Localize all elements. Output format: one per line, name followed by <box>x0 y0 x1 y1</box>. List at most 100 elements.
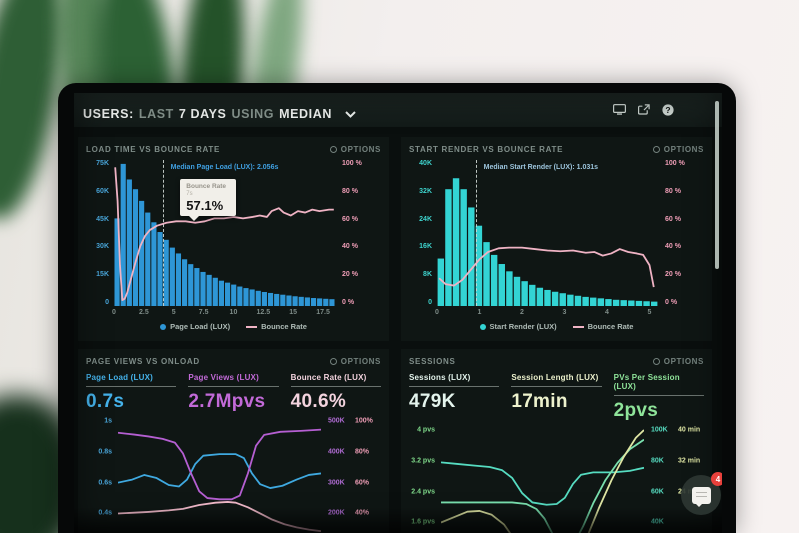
metric-row: Page Load (LUX) 0.7s Page Views (LUX) 2.7Mp… <box>86 373 381 413</box>
metric-block: PVs Per Session (LUX) 2pvs <box>613 373 704 422</box>
axis-tick: 1.6 pvs <box>411 518 435 526</box>
gear-icon <box>329 357 337 365</box>
y-axis-left: 75K 60K 45K 30K 15K 0 <box>86 160 114 306</box>
axis-tick: 10 <box>229 309 238 316</box>
axis-tick: 0.8s <box>98 448 112 456</box>
legend-dot-swatch <box>160 323 167 330</box>
axis-tick: 17.5 <box>316 309 330 316</box>
axis-tick: 60% <box>355 479 370 487</box>
axis-tick: 2 <box>520 309 524 316</box>
axis-tick: 4 pvs <box>417 426 435 434</box>
title-segment: MEDIAN <box>279 107 332 121</box>
metric-value: 0.7s <box>86 391 125 412</box>
axis-tick: 500K <box>328 417 345 425</box>
legend-line-swatch <box>572 325 584 328</box>
legend-item[interactable]: Start Render (LUX) <box>479 322 557 331</box>
plot-area <box>118 417 321 533</box>
gear-icon <box>652 145 660 153</box>
x-axis: 0 2.5 5 7.5 10 12.5 15 17.5 <box>112 306 335 319</box>
plot-area: Median Page Load (LUX): 2.056s Bounce Rat… <box>114 160 335 306</box>
axis-tick: 24K <box>419 215 432 223</box>
axis-tick: 40 % <box>342 243 358 251</box>
metric-label: Session Length (LUX) <box>511 373 599 382</box>
axis-tick: 75K <box>96 160 109 167</box>
title-segment: 7 DAYS <box>178 107 227 121</box>
help-icon[interactable]: ? <box>662 104 674 116</box>
axis-tick: 3.2 pvs <box>411 457 435 465</box>
metric-label: Page Load (LUX) <box>86 373 154 382</box>
axis-tick-pair: 80K 32 min <box>651 457 700 464</box>
axis-tick: 40K <box>419 160 432 167</box>
options-button[interactable]: OPTIONS <box>652 356 704 366</box>
axis-tick: 5 <box>647 309 652 316</box>
axis-tick: 40 % <box>665 243 681 251</box>
share-icon[interactable] <box>638 104 650 116</box>
axis-tick: 40K <box>651 518 664 526</box>
dashboard-grid: LOAD TIME VS BOUNCE RATE OPTIONS 75K 60K 4… <box>78 137 712 533</box>
gear-icon <box>652 357 660 365</box>
median-annotation: Median Page Load (LUX): 2.056s <box>170 164 279 171</box>
dashboard-screen: USERS: LAST 7 DAYS USING MEDIAN ? <box>74 93 722 533</box>
y-axis-left: 40K 32K 24K 16K 8K 0 <box>409 160 437 306</box>
axis-tick: 5 <box>171 309 176 316</box>
time-range-dropdown[interactable]: USERS: LAST 7 DAYS USING MEDIAN <box>83 105 356 123</box>
metric-block: Page Views (LUX) 2.7Mpvs <box>188 373 279 413</box>
options-button[interactable]: OPTIONS <box>329 144 381 154</box>
panel-title: LOAD TIME VS BOUNCE RATE <box>86 144 220 154</box>
panel-title: PAGE VIEWS VS ONLOAD <box>86 356 200 366</box>
metric-row: Sessions (LUX) 479K Session Length (LUX) 17… <box>409 373 704 422</box>
axis-tick: 60K <box>96 187 109 195</box>
axis-tick: 100 % <box>342 160 362 167</box>
y-axis-right: 500K 100% 400K 80% 300K 60% 200K 40% <box>321 417 381 533</box>
axis-tick: 80 % <box>342 187 358 195</box>
axis-tick: 0.6s <box>98 479 112 487</box>
metric-value: 2pvs <box>613 400 659 421</box>
metric-underline <box>188 386 279 387</box>
chevron-down-icon[interactable] <box>345 110 356 118</box>
y-axis-left: 4 pvs 3.2 pvs 2.4 pvs 1.6 pvs <box>409 426 441 533</box>
laptop: USERS: LAST 7 DAYS USING MEDIAN ? <box>58 83 736 533</box>
plot-area <box>441 426 644 533</box>
panel-title: START RENDER VS BOUNCE RATE <box>409 144 564 154</box>
median-marker-line <box>475 160 477 306</box>
start-render-chart: 40K 32K 24K 16K 8K 0 Median Start Render (LUX)… <box>409 160 704 334</box>
axis-tick: 80 % <box>665 187 681 195</box>
axis-tick: 40 min <box>678 426 701 434</box>
dashboard-title: USERS: LAST 7 DAYS USING MEDIAN <box>83 105 337 123</box>
metric-underline <box>511 386 602 387</box>
options-label: OPTIONS <box>340 144 381 154</box>
axis-tick: 60K <box>651 488 664 496</box>
legend-item[interactable]: Bounce Rate <box>246 322 307 331</box>
options-label: OPTIONS <box>663 356 704 366</box>
axis-tick: 2.5 <box>138 309 149 316</box>
legend-item[interactable]: Page Load (LUX) <box>160 322 230 331</box>
page-scrollbar[interactable] <box>715 101 719 269</box>
axis-tick: 1s <box>104 417 112 425</box>
panel-page-views: PAGE VIEWS VS ONLOAD OPTIONS Page Load (… <box>78 349 389 533</box>
axis-tick: 20 % <box>665 271 681 279</box>
axis-tick: 15 <box>289 309 298 316</box>
axis-tick: 7.5 <box>198 309 209 316</box>
tooltip-value: 57.1% <box>186 197 224 213</box>
axis-tick: 8K <box>423 271 432 279</box>
load-time-chart: 75K 60K 45K 30K 15K 0 Median Page Load (LUX): … <box>86 160 381 334</box>
axis-tick: 30K <box>96 243 109 251</box>
metric-underline <box>409 386 500 387</box>
options-button[interactable]: OPTIONS <box>652 145 704 154</box>
axis-tick: 80K <box>651 457 664 465</box>
x-axis: 0 1 2 3 4 5 <box>435 306 658 319</box>
y-axis-right: 100 % 80 % 60 % 40 % 20 % 0 % <box>658 160 704 306</box>
chat-widget-button[interactable]: 4 <box>681 472 722 515</box>
metric-label: Sessions (LUX) <box>409 373 471 382</box>
svg-text:?: ? <box>665 105 670 115</box>
panel-start-render: START RENDER VS BOUNCE RATE OPTIONS 40K 3… <box>401 137 712 341</box>
legend-item[interactable]: Bounce Rate <box>572 322 633 331</box>
axis-tick: 20 % <box>342 271 358 279</box>
axis-tick: 60 % <box>665 215 681 223</box>
chat-bubble-icon <box>691 486 711 507</box>
options-button[interactable]: OPTIONS <box>329 357 381 366</box>
metric-underline <box>290 386 381 387</box>
legend-dot-swatch <box>479 323 486 330</box>
display-icon[interactable] <box>613 104 626 116</box>
